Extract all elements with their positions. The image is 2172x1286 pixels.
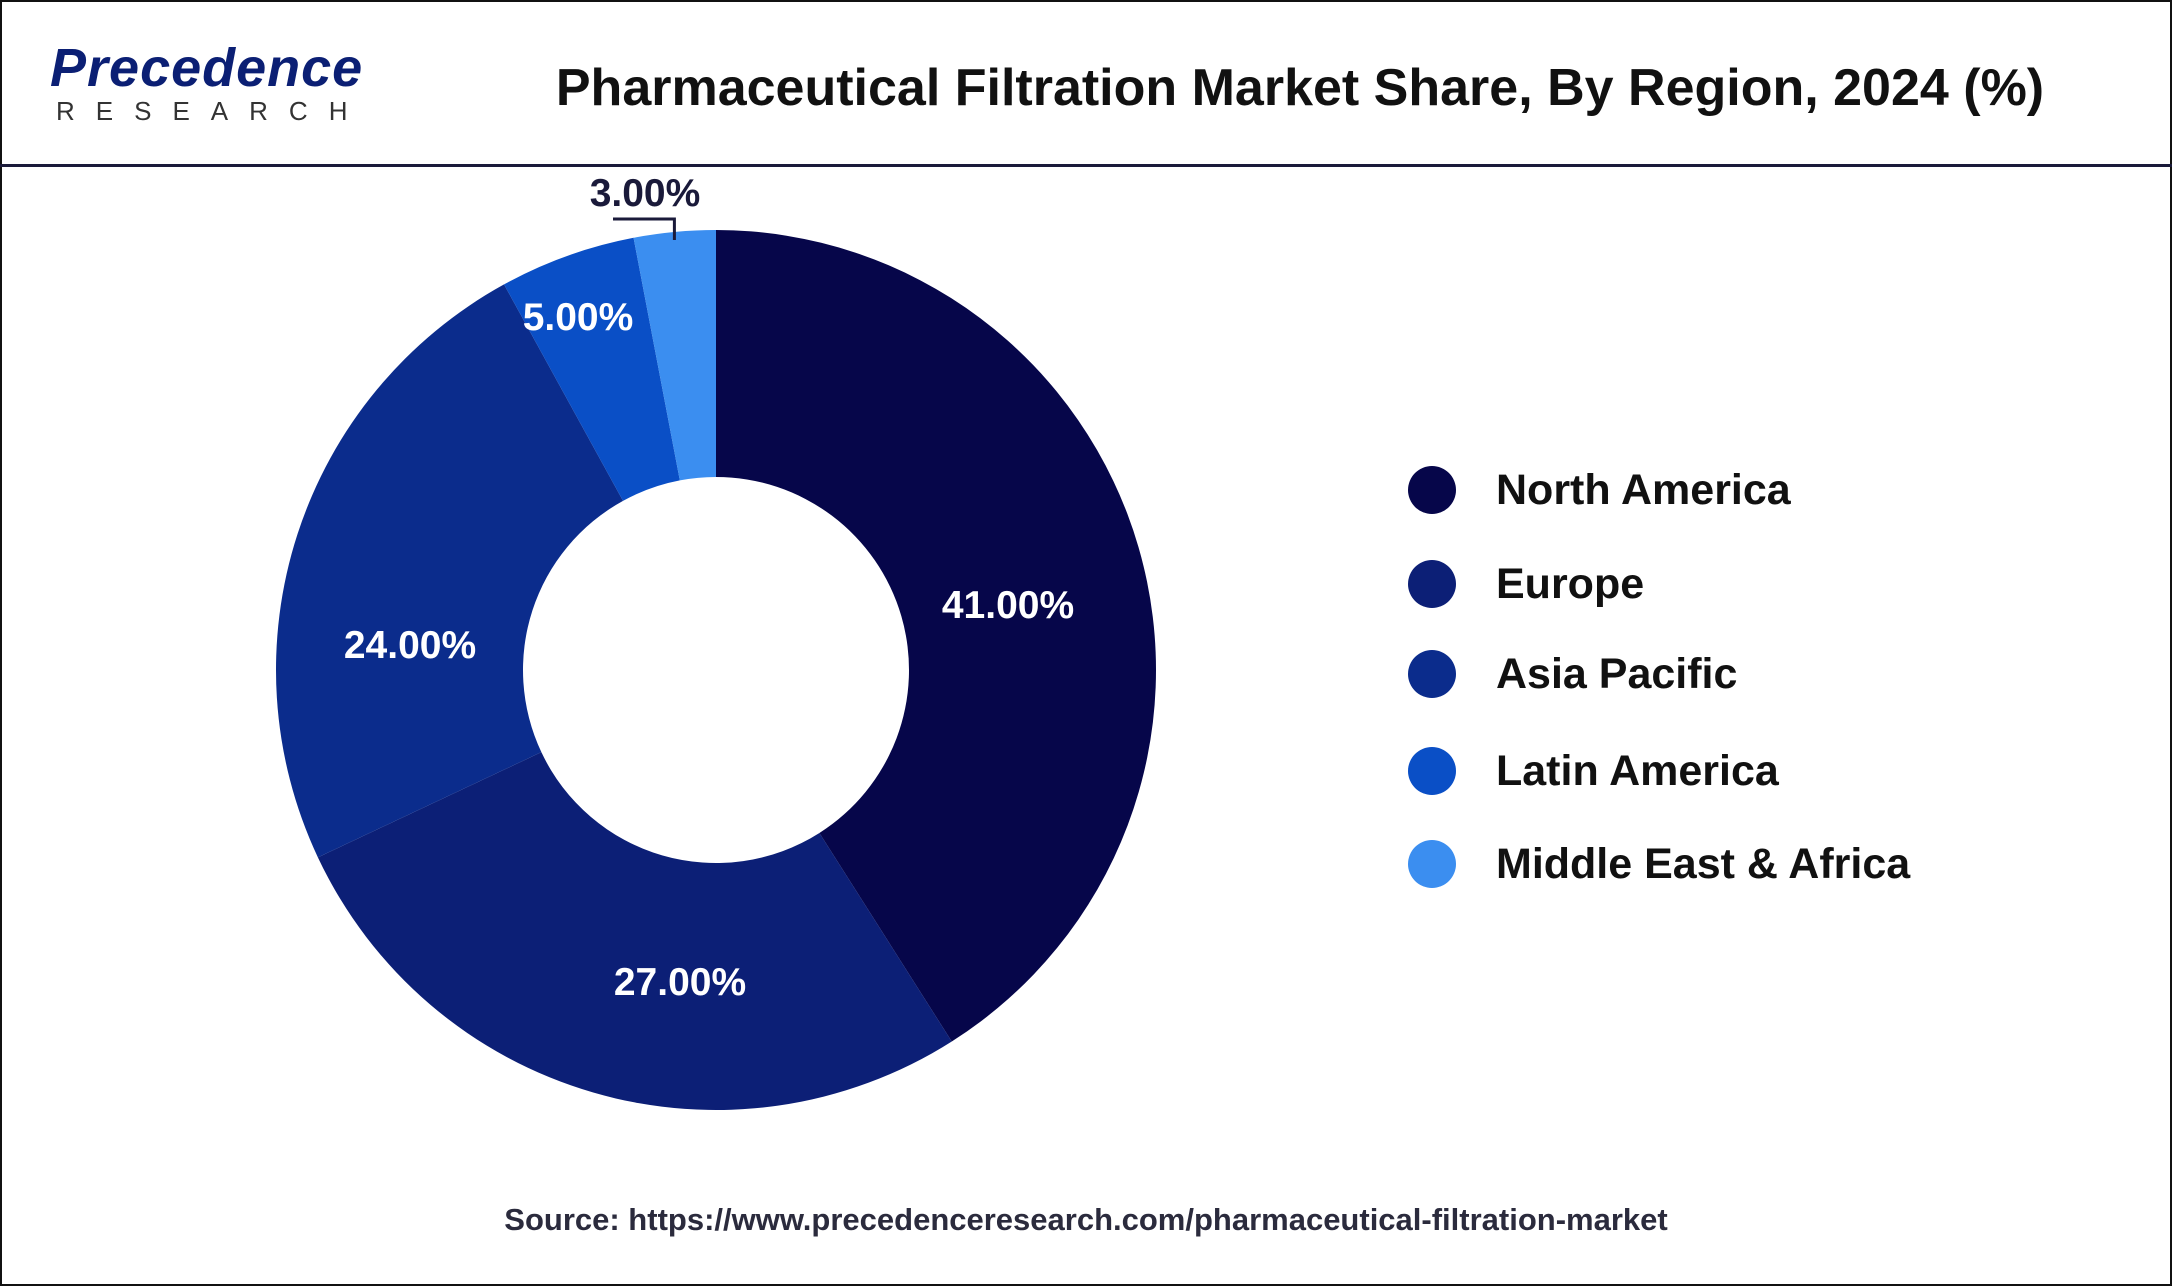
- legend-dot-icon: [1408, 747, 1456, 795]
- legend-item: Asia Pacific: [1408, 644, 2108, 704]
- slice-middle-east-africa: [633, 230, 716, 481]
- legend-label: Middle East & Africa: [1496, 839, 1911, 888]
- legend-item: Latin America: [1408, 741, 2108, 801]
- source-text: Source: https://www.precedenceresearch.c…: [504, 1202, 1668, 1237]
- data-label: 3.00%: [590, 172, 701, 215]
- legend-label: North America: [1496, 465, 1791, 514]
- legend-item: Europe: [1408, 554, 2108, 614]
- slice-asia-pacific: [276, 284, 624, 858]
- logo-name: Precedence: [50, 38, 364, 98]
- chart-title: Pharmaceutical Filtration Market Share, …: [555, 59, 2045, 117]
- slice-north-america: [716, 230, 1156, 1042]
- slice-europe: [317, 752, 952, 1110]
- legend-label: Europe: [1496, 559, 1645, 608]
- header: Precedence RESEARCH Pharmaceutical Filtr…: [0, 0, 2172, 167]
- legend-label: Asia Pacific: [1496, 649, 1738, 698]
- legend-dot-icon: [1408, 650, 1456, 698]
- data-label: 24.00%: [344, 624, 476, 667]
- data-label: 27.00%: [614, 961, 746, 1004]
- legend-dot-icon: [1408, 560, 1456, 608]
- legend-label: Latin America: [1496, 746, 1779, 795]
- legend-item: North America: [1408, 460, 2108, 520]
- legend-dot-icon: [1408, 466, 1456, 514]
- data-label: 5.00%: [523, 296, 634, 339]
- slice-latin-america: [504, 237, 680, 501]
- logo: Precedence RESEARCH: [50, 40, 380, 130]
- data-label: 41.00%: [942, 584, 1074, 627]
- legend-item: Middle East & Africa: [1408, 834, 2108, 894]
- logo-sub: RESEARCH: [56, 96, 369, 126]
- legend-dot-icon: [1408, 840, 1456, 888]
- leader-line: [613, 217, 676, 240]
